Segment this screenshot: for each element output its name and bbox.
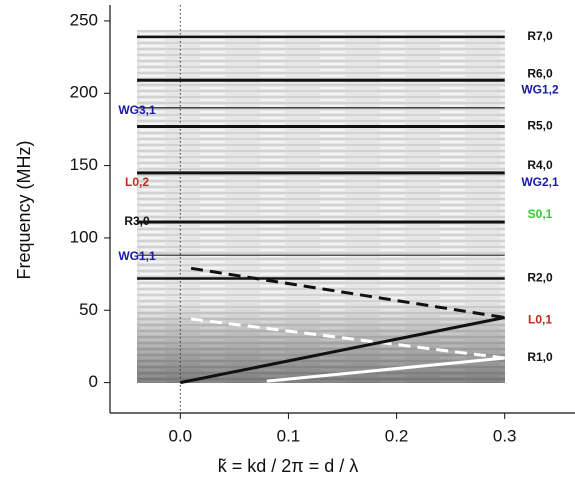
mode-label: S0,1 [528,207,553,221]
mode-label: L0,2 [125,175,149,189]
mode-label: R7,0 [527,29,553,43]
series-line [190,317,505,360]
mode-label: R5,0 [527,119,553,133]
y-axis-title: Frequency (MHz) [14,140,34,279]
series-line [190,266,505,319]
x-tick-label: 0.2 [385,426,409,445]
mode-label: L0,1 [528,313,552,327]
mode-label: WG1,2 [521,83,559,97]
mode-label: R1,0 [527,350,553,364]
mode-label: WG3,1 [118,103,156,117]
x-axis-title: k̃ = kd / 2π = d / λ [218,456,358,476]
x-tick-label: 0.3 [493,426,517,445]
y-tick-label: 200 [70,83,98,102]
mode-label: R3,0 [124,214,150,228]
y-tick-label: 150 [70,155,98,174]
mode-label: R2,0 [527,271,553,285]
mode-label: R6,0 [527,67,553,81]
series-line [179,316,506,385]
y-tick-label: 100 [70,227,98,246]
mode-label: WG2,1 [521,175,559,189]
y-tick-label: 250 [70,10,98,29]
series-line [266,356,505,383]
x-tick-label: 0.0 [168,426,192,445]
x-tick-label: 0.1 [277,426,301,445]
mode-label: R4,0 [527,158,553,172]
y-tick-label: 50 [79,300,98,319]
heatmap-background [137,30,505,383]
mode-label: WG1,1 [118,249,156,263]
y-tick-label: 0 [89,372,98,391]
plot-area [137,5,506,413]
